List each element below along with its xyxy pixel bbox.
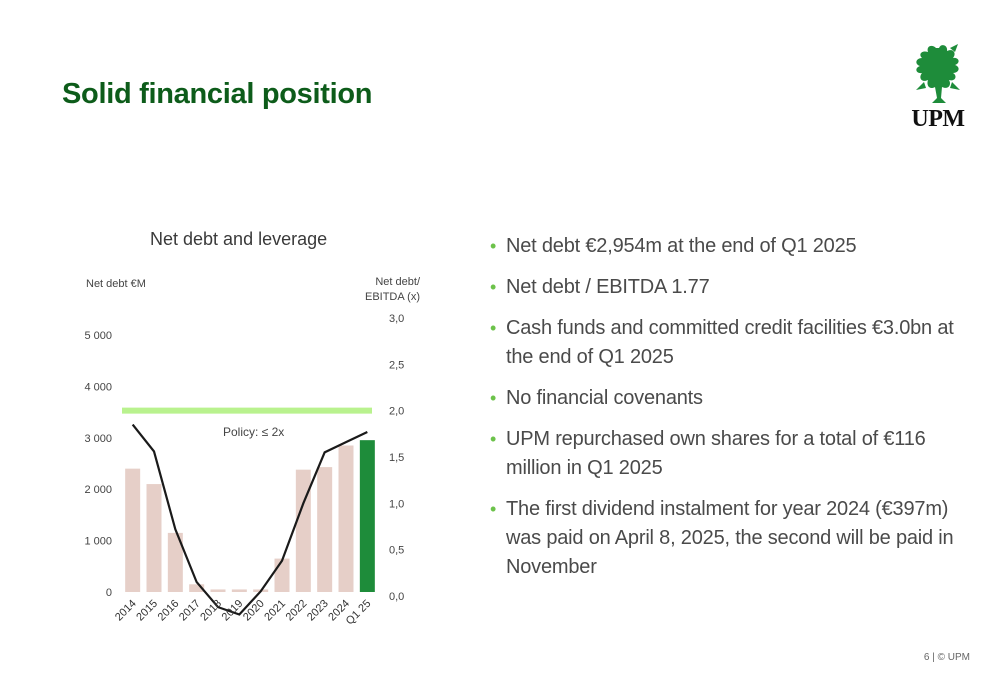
y-axis-label: Net debt €M	[86, 278, 146, 290]
x-tick-label: 2021	[262, 598, 288, 624]
leverage-line	[131, 423, 368, 616]
x-tick-label: 2020	[241, 598, 267, 624]
y2-tick-label: 0,0	[389, 591, 404, 603]
chart-title: Net debt and leverage	[150, 229, 328, 249]
x-tick-label: 2015	[134, 598, 160, 624]
bullet-list: Net debt €2,954m at the end of Q1 2025 N…	[490, 232, 960, 594]
chart-bar	[338, 445, 354, 592]
x-tick-label: 2023	[305, 598, 331, 624]
bullet-item: Net debt €2,954m at the end of Q1 2025	[490, 232, 960, 261]
chart-bar	[274, 558, 290, 592]
y2-tick-label: 1,5	[389, 452, 404, 464]
bullet-item: Cash funds and committed credit faciliti…	[490, 314, 960, 372]
x-tick-label: 2022	[284, 598, 310, 624]
y-tick-label: 3 000	[84, 433, 112, 445]
bullet-item: The first dividend instalment for year 2…	[490, 495, 960, 582]
y2-tick-label: 3,0	[389, 313, 404, 325]
policy-label: Policy: ≤ 2x	[223, 425, 284, 439]
x-tick-label: 2014	[113, 598, 139, 624]
x-tick-label: 2018	[198, 598, 224, 624]
chart-bar	[295, 469, 311, 592]
page-footer: 6 | © UPM	[923, 652, 970, 663]
y2-tick-label: 1,0	[389, 498, 404, 510]
x-tick-label: 2017	[177, 598, 203, 624]
chart-bar	[125, 468, 141, 592]
chart-bar	[231, 589, 247, 592]
griffin-icon	[916, 44, 960, 103]
y-tick-label: 0	[106, 587, 112, 599]
bullet-item: No financial covenants	[490, 384, 960, 413]
chart-bar	[210, 589, 226, 592]
y2-tick-label: 2,5	[389, 359, 404, 371]
upm-logo: UPM	[906, 42, 970, 134]
logo-text: UPM	[911, 106, 965, 132]
chart-bar	[359, 440, 375, 592]
y2-tick-label: 0,5	[389, 545, 404, 557]
y-tick-label: 4 000	[84, 381, 112, 393]
chart-bar	[317, 467, 333, 592]
y-tick-label: 1 000	[84, 536, 112, 548]
chart-bar	[146, 484, 162, 592]
y2-tick-label: 2,0	[389, 406, 404, 418]
x-tick-label: 2016	[156, 598, 182, 624]
chart-bar	[189, 584, 205, 592]
y-tick-label: 2 000	[84, 484, 112, 496]
bullet-item: UPM repurchased own shares for a total o…	[490, 425, 960, 483]
slide-title: Solid financial position	[62, 78, 373, 110]
bullet-item: Net debt / EBITDA 1.77	[490, 273, 960, 302]
x-tick-label: Q1 25	[344, 598, 374, 628]
y2-axis-label: Net debt/ EBITDA (x)	[364, 276, 420, 303]
chart-bar	[167, 532, 183, 592]
y-tick-label: 5 000	[84, 330, 112, 342]
